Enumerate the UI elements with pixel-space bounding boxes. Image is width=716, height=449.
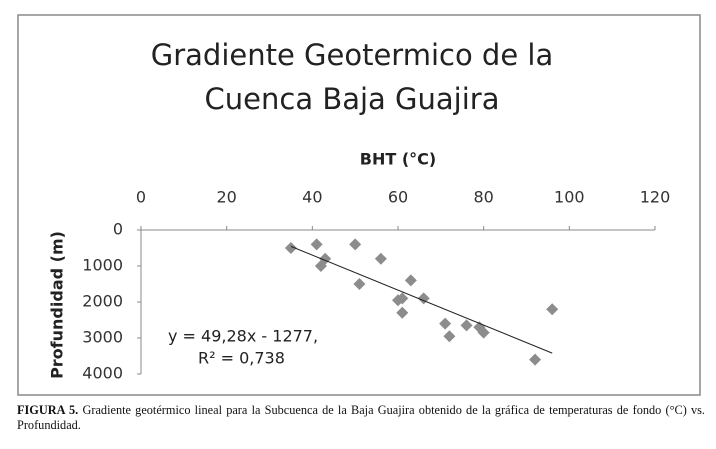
data-point	[443, 330, 456, 343]
data-point	[546, 303, 559, 316]
y-tick-label: 2000	[82, 292, 123, 311]
y-tick-label: 1000	[82, 256, 123, 275]
x-axis-label: BHT (°C)	[360, 150, 436, 169]
x-tick-label: 80	[473, 188, 493, 207]
y-axis-label: Profundidad (m)	[48, 231, 67, 379]
data-point	[353, 278, 366, 290]
x-tick-label: 60	[388, 188, 408, 207]
x-tick-label: 20	[216, 188, 236, 207]
x-tick-label: 0	[136, 188, 146, 207]
data-point	[404, 274, 417, 287]
caption-label: FIGURA 5.	[17, 403, 79, 417]
chart-title: Gradiente Geotermico de la	[151, 38, 553, 72]
data-point	[460, 319, 473, 332]
data-point	[529, 353, 542, 366]
trendline	[290, 245, 553, 354]
y-tick-label: 4000	[82, 364, 123, 383]
data-point	[284, 242, 297, 254]
x-tick-label: 100	[554, 188, 585, 207]
data-point	[477, 326, 490, 339]
data-point	[349, 238, 362, 251]
annotation: R² = 0,738	[198, 349, 285, 368]
chart: Gradiente Geotermico de la Cuenca Baja G…	[17, 14, 701, 396]
annotation: y = 49,28x - 1277,	[168, 327, 318, 346]
chart-title: Cuenca Baja Guajira	[205, 82, 500, 116]
data-point	[396, 306, 409, 319]
data-point	[439, 317, 452, 330]
y-tick-label: 3000	[82, 328, 123, 347]
x-tick-label: 120	[640, 188, 671, 207]
y-tick-label: 0	[113, 220, 123, 239]
x-tick-label: 40	[302, 188, 322, 207]
data-point	[374, 252, 387, 265]
chart-frame	[17, 14, 701, 396]
caption: FIGURA 5. Gradiente geotérmico lineal pa…	[17, 403, 705, 433]
caption-text: Gradiente geotérmico lineal para la Subc…	[17, 403, 706, 432]
data-point	[310, 238, 323, 251]
data-point	[396, 292, 409, 305]
